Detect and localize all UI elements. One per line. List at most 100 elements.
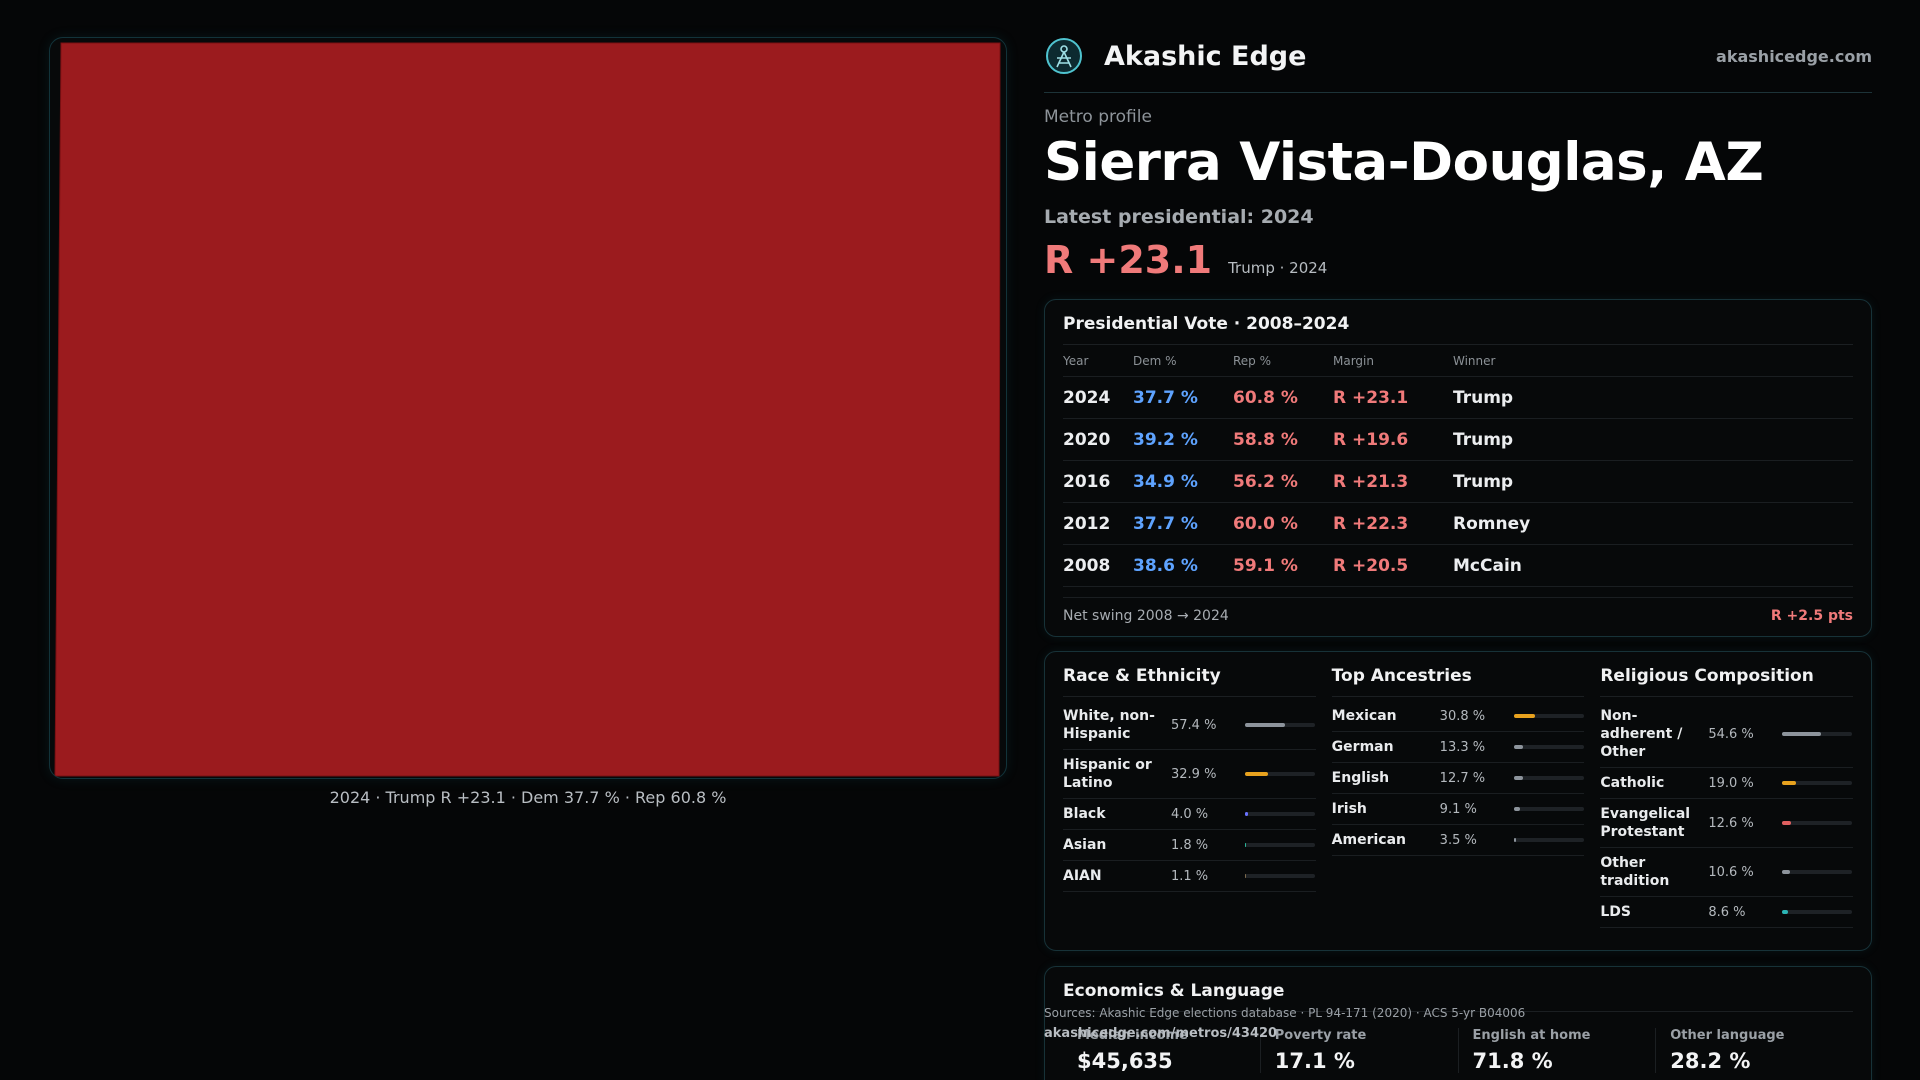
row-rep: 60.8 % (1233, 387, 1298, 408)
item-label: Non-adherent / Other (1600, 708, 1683, 760)
row-year: 2024 (1063, 387, 1111, 408)
row-winner: Trump (1453, 471, 1514, 492)
row-dem: 34.9 % (1133, 471, 1198, 492)
row-year: 2012 (1063, 513, 1111, 534)
profile-panel: Akashic Edge akashicedge.com Metro profi… (1044, 0, 1872, 1080)
list-item: AIAN 1.1 % (1063, 861, 1316, 892)
race-title: Race & Ethnicity (1063, 666, 1316, 697)
item-label: Black (1063, 806, 1106, 822)
share-bar (1245, 812, 1315, 816)
page-title: Sierra Vista-Douglas, AZ (1044, 132, 1764, 193)
row-margin: R +21.3 (1333, 471, 1409, 492)
net-swing-label: Net swing 2008 → 2024 (1063, 608, 1229, 624)
demographics-card: Race & Ethnicity White, non-Hispanic 57.4… (1044, 651, 1872, 951)
brand-site-link[interactable]: akashicedge.com (1716, 46, 1872, 66)
share-bar-fill (1513, 838, 1517, 842)
share-bar (1782, 781, 1853, 785)
item-percent: 1.8 % (1171, 837, 1209, 853)
stat-value: 28.2 % (1670, 1049, 1751, 1073)
row-rep: 60.0 % (1233, 513, 1298, 534)
table-row: 2008 38.6 % 59.1 % R +20.5 McCain (1063, 545, 1853, 587)
brand-name[interactable]: Akashic Edge (1104, 40, 1307, 72)
list-item: Non-adherent / Other 54.6 % (1600, 701, 1854, 768)
share-bar-fill (1245, 812, 1248, 816)
share-bar-fill (1513, 776, 1523, 780)
list-item: English 12.7 % (1331, 763, 1585, 794)
stat-value: 71.8 % (1472, 1049, 1553, 1073)
item-percent: 54.6 % (1708, 726, 1754, 742)
net-swing: Net swing 2008 → 2024 R +2.5 pts (1063, 597, 1853, 624)
share-bar (1782, 821, 1853, 825)
share-bar (1245, 843, 1315, 847)
item-percent: 57.4 % (1171, 717, 1217, 733)
share-bar (1782, 732, 1853, 736)
metro-boundary-shape[interactable] (54, 42, 1001, 777)
item-label: White, non-Hispanic (1063, 708, 1155, 742)
ancestry-title: Top Ancestries (1331, 666, 1585, 697)
row-margin: R +22.3 (1333, 513, 1409, 534)
sources-note: Sources: Akashic Edge elections database… (1044, 1006, 1526, 1020)
share-bar-fill (1782, 821, 1792, 825)
row-margin: R +20.5 (1333, 555, 1409, 576)
share-bar (1782, 910, 1853, 914)
share-bar-fill (1782, 781, 1796, 785)
presidential-vote-card: Presidential Vote · 2008–2024 Year Dem %… (1044, 299, 1872, 637)
item-label: Other tradition (1600, 855, 1670, 889)
list-item: Catholic 19.0 % (1600, 768, 1854, 799)
item-label: Asian (1063, 837, 1107, 853)
share-bar-fill (1245, 874, 1247, 878)
share-bar (1245, 772, 1315, 776)
list-item: German 13.3 % (1331, 732, 1585, 763)
metro-map-svg (54, 42, 1001, 777)
share-bar-fill (1782, 870, 1790, 874)
economics-card: Economics & Language Median income $45,6… (1044, 966, 1872, 1080)
stat-label: Median income (1077, 1028, 1188, 1043)
share-bar-fill (1513, 714, 1536, 718)
list-item: Irish 9.1 % (1331, 794, 1585, 825)
stat-value: 17.1 % (1274, 1049, 1355, 1073)
share-bar-fill (1245, 772, 1269, 776)
metro-map[interactable] (49, 37, 1007, 779)
list-item: American 3.5 % (1331, 825, 1585, 856)
col-margin: Margin (1333, 353, 1374, 368)
item-label: LDS (1600, 904, 1631, 920)
latest-margin: R +23.1 (1044, 238, 1213, 282)
col-winner: Winner (1453, 353, 1496, 368)
share-bar (1513, 745, 1584, 749)
item-label: Irish (1331, 801, 1367, 817)
share-bar (1245, 874, 1315, 878)
share-bar-fill (1513, 745, 1523, 749)
share-bar-fill (1245, 723, 1286, 727)
item-label: Hispanic or Latino (1063, 757, 1152, 791)
item-percent: 8.6 % (1708, 904, 1746, 920)
row-margin: R +19.6 (1333, 429, 1409, 450)
latest-presidential-label: Latest presidential: 2024 (1044, 206, 1314, 228)
akashic-edge-logo-icon[interactable] (1044, 36, 1084, 76)
row-dem: 38.6 % (1133, 555, 1198, 576)
row-winner: Trump (1453, 429, 1514, 450)
ancestries-section: Top Ancestries Mexican 30.8 % German 13.3 %… (1331, 666, 1585, 950)
item-percent: 19.0 % (1708, 775, 1754, 791)
permalink[interactable]: akashicedge.com/metros/43420 (1044, 1026, 1278, 1041)
item-percent: 1.1 % (1171, 868, 1209, 884)
share-bar (1782, 870, 1853, 874)
col-year: Year (1063, 353, 1089, 368)
item-label: English (1331, 770, 1390, 786)
list-item: Black 4.0 % (1063, 799, 1316, 830)
stat-other-language: Other language 28.2 % (1655, 1028, 1853, 1073)
economics-title: Economics & Language (1063, 981, 1853, 1012)
table-row: 2016 34.9 % 56.2 % R +21.3 Trump (1063, 461, 1853, 503)
stat-value: $45,635 (1077, 1049, 1173, 1073)
stat-poverty-rate: Poverty rate 17.1 % (1259, 1028, 1458, 1073)
list-item: White, non-Hispanic 57.4 % (1063, 701, 1316, 750)
row-rep: 59.1 % (1233, 555, 1298, 576)
stat-median-income: Median income $45,635 (1063, 1028, 1260, 1073)
row-dem: 39.2 % (1133, 429, 1198, 450)
table-row: 2024 37.7 % 60.8 % R +23.1 Trump (1063, 377, 1853, 419)
list-item: Evangelical Protestant 12.6 % (1600, 799, 1854, 848)
share-bar (1245, 723, 1315, 727)
share-bar (1513, 776, 1584, 780)
item-label: Evangelical Protestant (1600, 806, 1691, 840)
religion-title: Religious Composition (1600, 666, 1854, 697)
list-item: Asian 1.8 % (1063, 830, 1316, 861)
